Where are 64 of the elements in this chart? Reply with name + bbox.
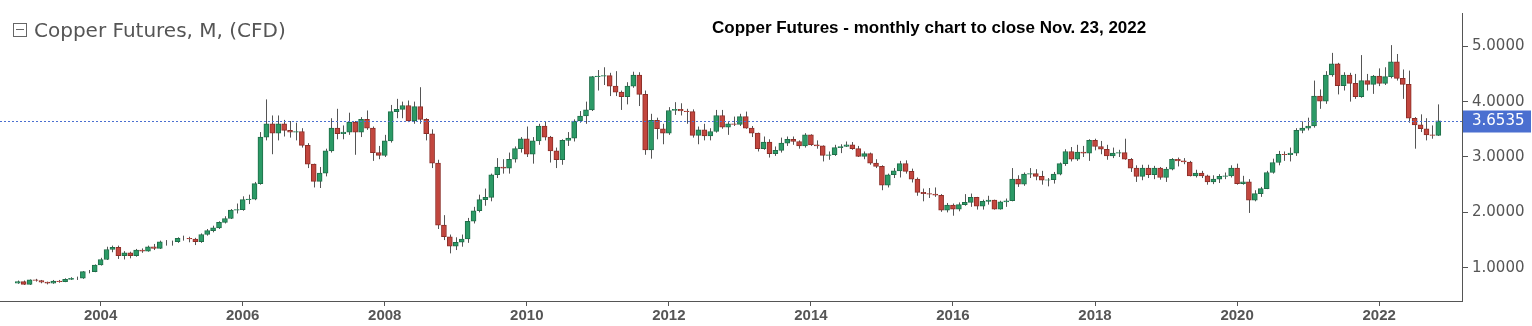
candlestick bbox=[1086, 138, 1092, 162]
x-tick-label: 2008 bbox=[368, 306, 402, 324]
candlestick bbox=[1317, 88, 1323, 110]
candlestick bbox=[1394, 53, 1400, 82]
candlestick bbox=[529, 136, 536, 165]
x-tick-label: 2016 bbox=[936, 306, 970, 324]
candlestick bbox=[500, 158, 506, 175]
candlestick bbox=[1281, 150, 1288, 162]
y-tick-label: 5.0000 bbox=[1472, 36, 1525, 55]
candlestick bbox=[1246, 178, 1252, 214]
candlestick bbox=[441, 214, 447, 241]
candlestick bbox=[139, 247, 145, 254]
candlestick bbox=[370, 126, 376, 162]
candlestick bbox=[423, 117, 429, 141]
candlestick bbox=[346, 112, 353, 136]
candlestick bbox=[636, 71, 643, 107]
x-tick-label: 2010 bbox=[510, 306, 544, 324]
x-tick-label: 2020 bbox=[1220, 306, 1254, 324]
candlestick bbox=[1009, 167, 1015, 202]
candlestick bbox=[352, 120, 358, 156]
candlestick bbox=[879, 164, 885, 191]
candlestick bbox=[571, 118, 577, 142]
candlestick bbox=[447, 234, 453, 254]
candlestick bbox=[559, 138, 566, 166]
candlestick bbox=[1388, 44, 1394, 79]
candlestick bbox=[269, 114, 276, 155]
chart-subtitle: Copper Futures, M, (CFD) bbox=[34, 18, 286, 42]
candlestick bbox=[304, 142, 311, 169]
candlestick bbox=[506, 152, 512, 175]
candlestick bbox=[1080, 145, 1087, 158]
candlestick bbox=[654, 117, 660, 140]
x-tick-label: 2014 bbox=[794, 306, 829, 324]
x-tick-label: 2022 bbox=[1362, 306, 1396, 324]
x-tick-label: 2018 bbox=[1078, 306, 1112, 324]
candlestick bbox=[583, 101, 589, 125]
candlestick bbox=[719, 109, 725, 130]
candlestick bbox=[1234, 163, 1240, 186]
candlestick bbox=[494, 157, 501, 179]
candlestick bbox=[393, 98, 400, 119]
candlestick bbox=[1399, 68, 1406, 100]
candlestick bbox=[683, 108, 690, 125]
candlestick bbox=[1293, 127, 1300, 157]
x-tick-label: 2004 bbox=[83, 306, 118, 324]
x-tick-label: 2012 bbox=[652, 306, 686, 324]
candlestick bbox=[1435, 103, 1442, 137]
x-tick-label: 2006 bbox=[225, 306, 260, 324]
candlestick bbox=[1370, 74, 1377, 95]
y-tick-label: 1.0000 bbox=[1472, 257, 1525, 276]
candlestick bbox=[488, 173, 495, 202]
y-tick-label: 2.0000 bbox=[1472, 202, 1525, 221]
candlestick bbox=[1334, 62, 1341, 95]
candlestick bbox=[660, 123, 666, 145]
y-tick-label: 3.0000 bbox=[1472, 146, 1525, 165]
candlestick bbox=[364, 109, 370, 131]
candlestick bbox=[666, 106, 672, 136]
candlestick bbox=[299, 127, 305, 149]
candlestick bbox=[358, 116, 364, 138]
candlestick bbox=[275, 114, 282, 141]
y-tick-label: 4.0000 bbox=[1472, 91, 1525, 110]
chart-title: Copper Futures - monthly chart to close Nov. 23, 2022 bbox=[712, 18, 1147, 38]
candlestick bbox=[594, 69, 601, 92]
candlestick bbox=[1328, 52, 1335, 78]
ref-line-label: 3.6535 bbox=[1472, 111, 1525, 130]
candlestick bbox=[417, 86, 424, 125]
